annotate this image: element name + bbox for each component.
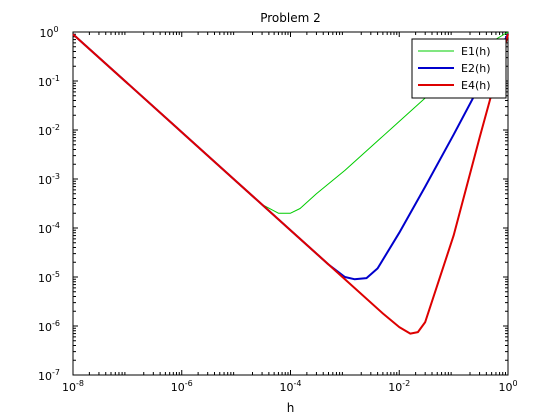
series-line-e4h — [72, 33, 509, 335]
y-tick-label: 10-4 — [38, 221, 60, 236]
x-tick-label: 10-8 — [62, 379, 84, 394]
chart-title: Problem 2 — [260, 11, 321, 25]
x-axis-label: h — [287, 401, 295, 415]
legend-label: E4(h) — [461, 79, 491, 92]
y-tick-label: 10-6 — [38, 319, 60, 334]
y-tick-label: 100 — [39, 25, 58, 40]
legend-label: E2(h) — [461, 62, 491, 75]
x-tick-label: 10-4 — [280, 379, 302, 394]
y-tick-label: 10-5 — [38, 270, 60, 285]
x-tick-label: 100 — [498, 379, 517, 394]
y-tick-label: 10-2 — [38, 123, 60, 138]
y-tick-label: 10-1 — [38, 74, 60, 89]
x-tick-label: 10-6 — [171, 379, 193, 394]
y-axis: 10-7 10-6 10-5 10-4 10-3 10-2 10-1 100 — [38, 25, 508, 383]
legend-entries: E1(h) E2(h) E4(h) — [418, 45, 491, 92]
x-axis: 10-8 10-6 10-4 10-2 100 — [62, 32, 518, 394]
y-tick-label: 10-3 — [38, 172, 60, 187]
legend-label: E1(h) — [461, 45, 491, 58]
legend: E1(h) E2(h) E4(h) — [411, 38, 507, 99]
x-tick-label: 10-2 — [388, 379, 410, 394]
y-tick-label: 10-7 — [38, 368, 60, 383]
